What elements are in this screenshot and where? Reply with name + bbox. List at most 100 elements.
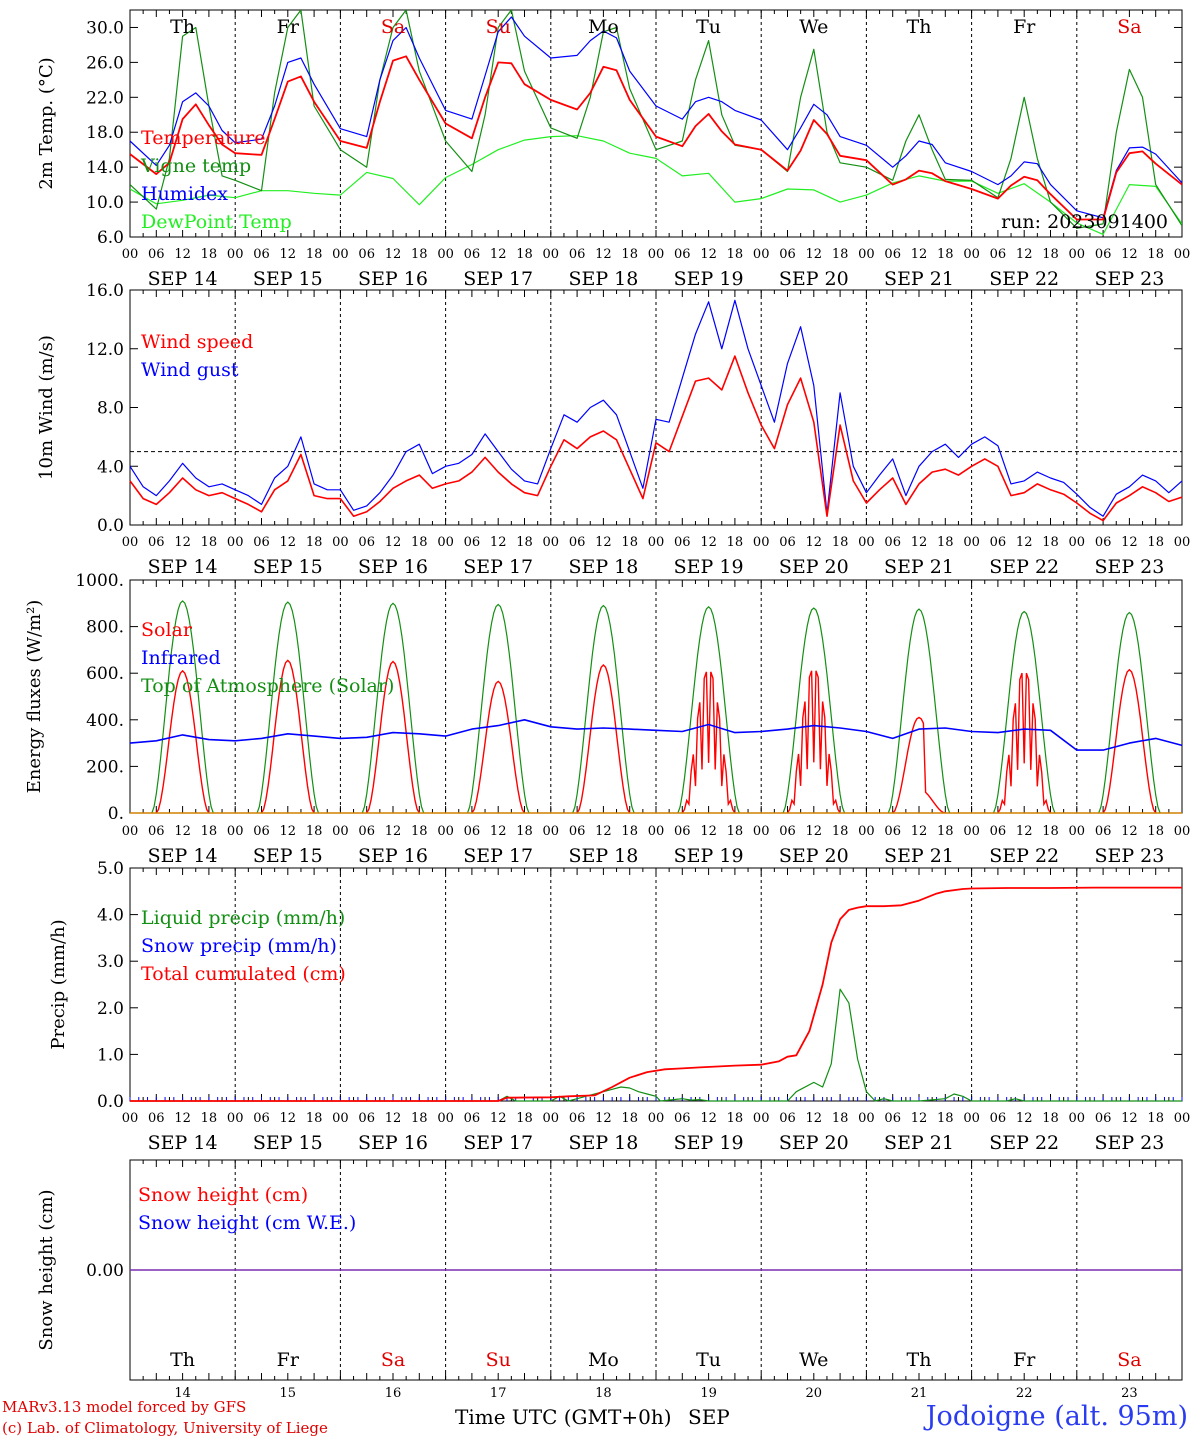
date-label: SEP 16 (358, 845, 428, 867)
hour-label: 06 (253, 1111, 270, 1126)
y-tick-label: 400. (86, 711, 124, 731)
hour-label: 00 (332, 1111, 349, 1126)
y-tick-label: 22.0 (86, 88, 124, 108)
series-group (130, 10, 1182, 235)
hour-label: 00 (858, 1111, 875, 1126)
hour-label: 12 (280, 247, 297, 262)
hour-label: 12 (700, 1111, 717, 1126)
date-label: SEP 17 (463, 845, 533, 867)
day-name: Mo (588, 16, 619, 38)
hour-label: 12 (174, 247, 191, 262)
hour-label: 06 (569, 247, 586, 262)
day-name: Fr (1013, 1349, 1036, 1371)
date-label: SEP 18 (568, 845, 638, 867)
y-tick-label: 5.0 (97, 859, 124, 879)
series-line-infrared (129, 718, 1183, 751)
hour-label: 12 (1016, 247, 1033, 262)
hour-label: 18 (1147, 824, 1164, 839)
hour-label: 12 (1121, 1111, 1138, 1126)
hour-label: 12 (1121, 535, 1138, 550)
day-name: Th (170, 16, 195, 38)
hour-label: 06 (779, 824, 796, 839)
hour-label: 00 (227, 1111, 244, 1126)
hour-label: 06 (358, 824, 375, 839)
solar-curve (260, 659, 315, 814)
hour-label: 18 (306, 824, 323, 839)
panel-energy: 0. 200. 400. 600. 800. 1000. Energy fluxes (W/… (24, 571, 1183, 824)
hour-label: 06 (674, 247, 691, 262)
hour-label: 00 (227, 824, 244, 839)
day-name: Tu (696, 1349, 721, 1371)
hour-label: 00 (543, 247, 560, 262)
hour-label: 00 (963, 535, 980, 550)
hour-label: 06 (464, 535, 481, 550)
y-axis-label: Precip (mm/h) (48, 919, 69, 1049)
date-label: SEP 17 (463, 1132, 533, 1154)
toa-solar-curve (256, 601, 320, 814)
toa-solar-curve (151, 600, 214, 814)
solar-curve (366, 660, 420, 814)
y-tick-label: 30.0 (86, 18, 124, 38)
day-name: Sa (381, 16, 405, 38)
hour-label: 06 (884, 247, 901, 262)
hour-label: 18 (1042, 247, 1059, 262)
hour-label: 12 (174, 535, 191, 550)
day-name: We (799, 1349, 828, 1371)
hour-label: 06 (779, 535, 796, 550)
y-tick-label: 16.0 (86, 281, 124, 301)
hour-label: 06 (884, 1111, 901, 1126)
y-tick-label: 1.0 (97, 1045, 124, 1065)
y-tick-label: 12.0 (86, 340, 124, 360)
hour-label: 00 (122, 824, 139, 839)
hour-label: 12 (385, 824, 402, 839)
day-name: Sa (381, 1349, 405, 1371)
hour-label: 12 (490, 1111, 507, 1126)
time-axis-row: 00 06 12 18 00 06 12 18 00 06 12 18 00 06 12 18 00 06 12 18… (122, 247, 1191, 290)
hour-label: 18 (201, 824, 218, 839)
legend-entry: Wind gust (141, 359, 239, 381)
hour-label: 12 (911, 535, 928, 550)
legend-entry: DewPoint Temp (141, 211, 292, 233)
solar-curve (471, 680, 526, 814)
legend-entry: Wind speed (141, 331, 253, 353)
date-label: SEP 19 (674, 268, 744, 290)
series-line-total-cumulated (130, 886, 1182, 1102)
y-tick-label: 0.0 (97, 516, 124, 536)
hour-label: 00 (753, 535, 770, 550)
hour-label: 18 (621, 247, 638, 262)
hour-label: 18 (1147, 535, 1164, 550)
hour-label: 18 (727, 535, 744, 550)
solar-curve (681, 671, 736, 814)
hour-label: 12 (174, 824, 191, 839)
date-label: SEP 19 (674, 845, 744, 867)
series-line-wind-gust (129, 299, 1183, 517)
date-label: SEP 16 (358, 1132, 428, 1154)
hour-label: 06 (569, 535, 586, 550)
date-label: SEP 21 (884, 556, 954, 578)
date-label: SEP 22 (989, 556, 1059, 578)
day-name: Fr (277, 1349, 300, 1371)
hour-label: 12 (280, 1111, 297, 1126)
solar-curve (1102, 668, 1157, 814)
hour-label: 12 (911, 1111, 928, 1126)
date-label: SEP 14 (148, 556, 218, 578)
hour-label: 06 (990, 824, 1007, 839)
y-tick-label: 0. (108, 804, 124, 824)
time-axis-row: 00 06 12 18 00 06 12 18 00 06 12 18 00 06 12 18 00 06 12 18… (122, 824, 1191, 867)
hour-label: 06 (358, 247, 375, 262)
hour-label: 12 (700, 247, 717, 262)
series-line-temperature (130, 55, 1182, 221)
hour-label: 18 (727, 1111, 744, 1126)
date-label: SEP 17 (463, 268, 533, 290)
hour-label: 12 (1121, 824, 1138, 839)
hour-label: 06 (148, 247, 165, 262)
panel-snow: 0.00 Snow height (cm) Snow height (cm) Snow… (36, 1159, 1183, 1401)
hour-label: 06 (779, 247, 796, 262)
hour-label: 06 (148, 535, 165, 550)
hour-label: 00 (332, 824, 349, 839)
hour-label: 12 (806, 535, 823, 550)
hour-label: 18 (832, 247, 849, 262)
panel-temp: 6.0 10.0 14.0 18.0 22.0 26.0 30.0 2m Temp. (°C)… (36, 9, 1183, 248)
legend-entry: Snow height (cm W.E.) (138, 1212, 356, 1234)
date-label: SEP 19 (674, 1132, 744, 1154)
